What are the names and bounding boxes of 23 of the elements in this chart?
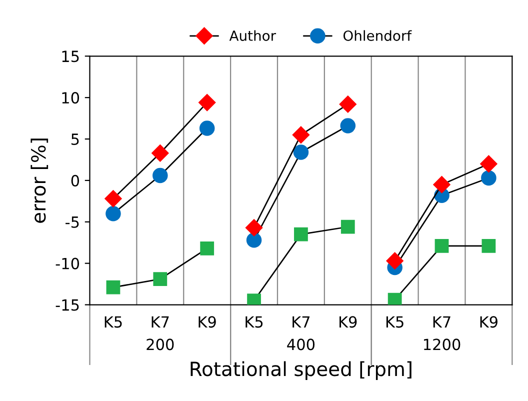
x-tick-label: K7 — [433, 316, 450, 328]
x-tick-label: K9 — [480, 316, 498, 328]
legend-label: Ohlendorf — [343, 30, 412, 41]
y-tick-label: 10 — [62, 92, 80, 104]
x-tick-label: K7 — [292, 316, 310, 328]
y-tick-label: 15 — [62, 50, 79, 62]
x-axis-title: Rotational speed [rpm] — [190, 361, 412, 380]
x-tick-label: K7 — [152, 316, 169, 328]
y-tick-label: 0 — [71, 174, 80, 186]
x-tick-label: K9 — [340, 316, 357, 328]
y-tick-label: 5 — [71, 134, 79, 146]
x-tick-label: K5 — [386, 316, 404, 328]
y-tick-label: -15 — [56, 299, 79, 311]
x-tick-label: K9 — [198, 316, 216, 328]
text: 200 — [146, 338, 174, 350]
y-tick-label: -5 — [66, 216, 79, 228]
text: 400 — [287, 338, 315, 350]
y-axis-title: error [%] — [30, 138, 48, 223]
x-tick-label: K5 — [104, 316, 122, 328]
x-tick-label: K5 — [246, 316, 263, 328]
y-tick-label: -10 — [56, 258, 80, 270]
text: 1200 — [424, 338, 460, 350]
legend-label: Author — [229, 30, 276, 41]
